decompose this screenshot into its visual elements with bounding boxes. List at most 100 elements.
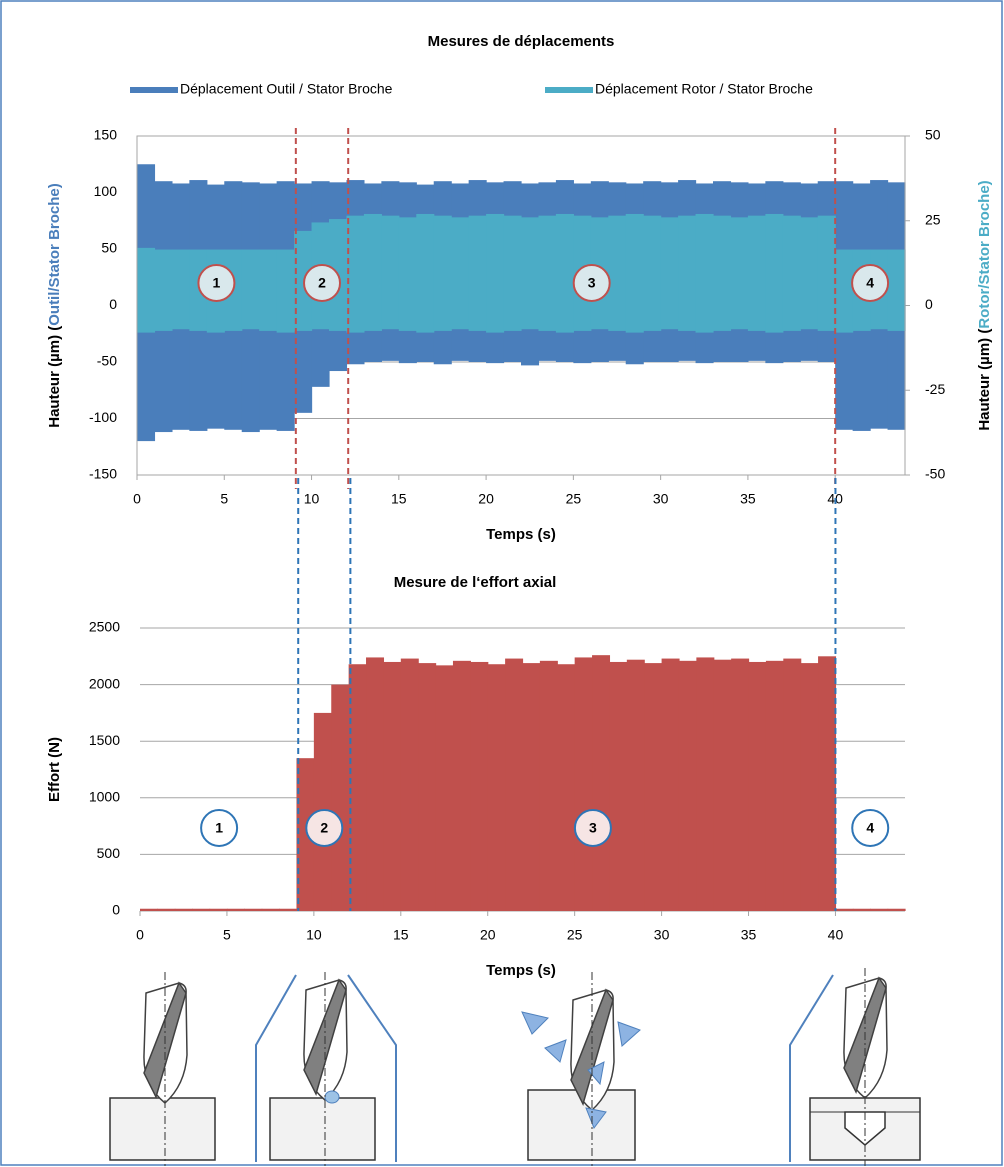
range-bar (363, 213, 382, 331)
legend-label: Déplacement Rotor / Stator Broche (595, 81, 813, 97)
bar (696, 657, 715, 911)
range-bar (625, 213, 644, 333)
chart-title: Mesures de déplacements (428, 33, 615, 50)
range-bar (154, 249, 173, 331)
range-bar (782, 215, 801, 331)
range-bar (643, 215, 662, 331)
range-bar (433, 215, 452, 331)
bar (348, 664, 367, 911)
y2-tick-label: 0 (925, 296, 933, 312)
phase-label: 1 (213, 275, 221, 291)
range-bar (660, 217, 679, 330)
y2-tick-label: -25 (925, 381, 945, 397)
range-bar (678, 215, 697, 331)
phase-label: 3 (588, 275, 596, 291)
connector (255, 974, 297, 1162)
phase-marker (573, 809, 612, 847)
phase-label: 2 (318, 275, 326, 291)
connector (789, 974, 834, 1162)
range-bar (503, 215, 522, 331)
phase-marker (851, 264, 890, 302)
bar (574, 657, 593, 911)
y2-tick-label: 25 (925, 211, 941, 227)
range-bar (171, 249, 190, 330)
bar (609, 661, 628, 911)
phase-label: 1 (215, 820, 223, 836)
bar (226, 908, 245, 911)
bar (800, 663, 819, 911)
legend-label: Déplacement Outil / Stator Broche (180, 81, 393, 97)
y-tick-label: -50 (97, 353, 117, 369)
drill (570, 988, 615, 1111)
bar (661, 658, 680, 911)
bar (678, 660, 697, 911)
y-tick-label: 500 (97, 845, 121, 861)
bar (279, 908, 298, 911)
x-tick-label: 25 (566, 491, 582, 507)
y-tick-label: 100 (94, 183, 118, 199)
phase-marker (197, 264, 236, 302)
y-tick-label: 150 (94, 127, 118, 143)
bar (626, 659, 645, 911)
x-tick-label: 20 (480, 927, 496, 943)
phase-marker (851, 809, 890, 847)
axis-label-part: Hauteur (µm) ( (976, 329, 993, 431)
range-bar (398, 217, 417, 331)
axis-label-part: Effort (N) (46, 737, 63, 802)
range-bar (538, 215, 557, 331)
range-bar (381, 215, 400, 330)
range-bar (276, 249, 295, 333)
drilling-illustrations (109, 968, 921, 1166)
range-bar (137, 247, 156, 333)
range-bar (608, 215, 627, 331)
x-tick-label: 30 (654, 927, 670, 943)
bar (713, 659, 732, 911)
phase-marker (200, 809, 239, 847)
axis-label-part: Outil/Stator Broche) (46, 183, 63, 326)
range-bar (695, 213, 714, 333)
range-bar (713, 215, 732, 331)
x-tick-label: 35 (740, 491, 756, 507)
axis-label: Effort (N) (46, 737, 63, 802)
bar (244, 908, 263, 911)
range-bar (835, 249, 854, 333)
x-tick-label: 35 (741, 927, 757, 943)
x-tick-label: 0 (133, 491, 141, 507)
bar (557, 664, 576, 911)
phase-label: 4 (866, 820, 874, 836)
bar (174, 908, 193, 911)
phase-marker (572, 264, 611, 302)
range-bar (294, 230, 313, 331)
bar (435, 665, 454, 911)
bar (157, 908, 176, 911)
bar (366, 657, 385, 911)
bar (418, 663, 437, 911)
chip (521, 1011, 549, 1035)
bar (765, 660, 784, 911)
bar (296, 758, 315, 911)
bar (887, 908, 906, 911)
bar (644, 663, 663, 911)
bar (487, 664, 506, 911)
x-tick-label: 5 (220, 491, 228, 507)
charts: Mesures de déplacements-150-100-50050100… (46, 33, 993, 979)
y2-tick-label: -50 (925, 466, 945, 482)
chip (587, 1061, 605, 1086)
y-tick-label: 2000 (89, 675, 120, 691)
plot-border (136, 135, 906, 476)
y-tick-label: 0 (109, 296, 117, 312)
bar (731, 658, 750, 911)
range-bar (259, 249, 278, 331)
bar (592, 655, 611, 911)
range-bar (765, 213, 784, 333)
y-tick-label: 1500 (89, 732, 120, 748)
bar (835, 908, 854, 911)
x-tick-label: 10 (304, 491, 320, 507)
y2-tick-label: 50 (925, 127, 941, 143)
chip (544, 1039, 567, 1063)
bar (400, 658, 419, 911)
chip (324, 1090, 340, 1104)
x-tick-label: 30 (653, 491, 669, 507)
phase-label: 4 (866, 275, 874, 291)
